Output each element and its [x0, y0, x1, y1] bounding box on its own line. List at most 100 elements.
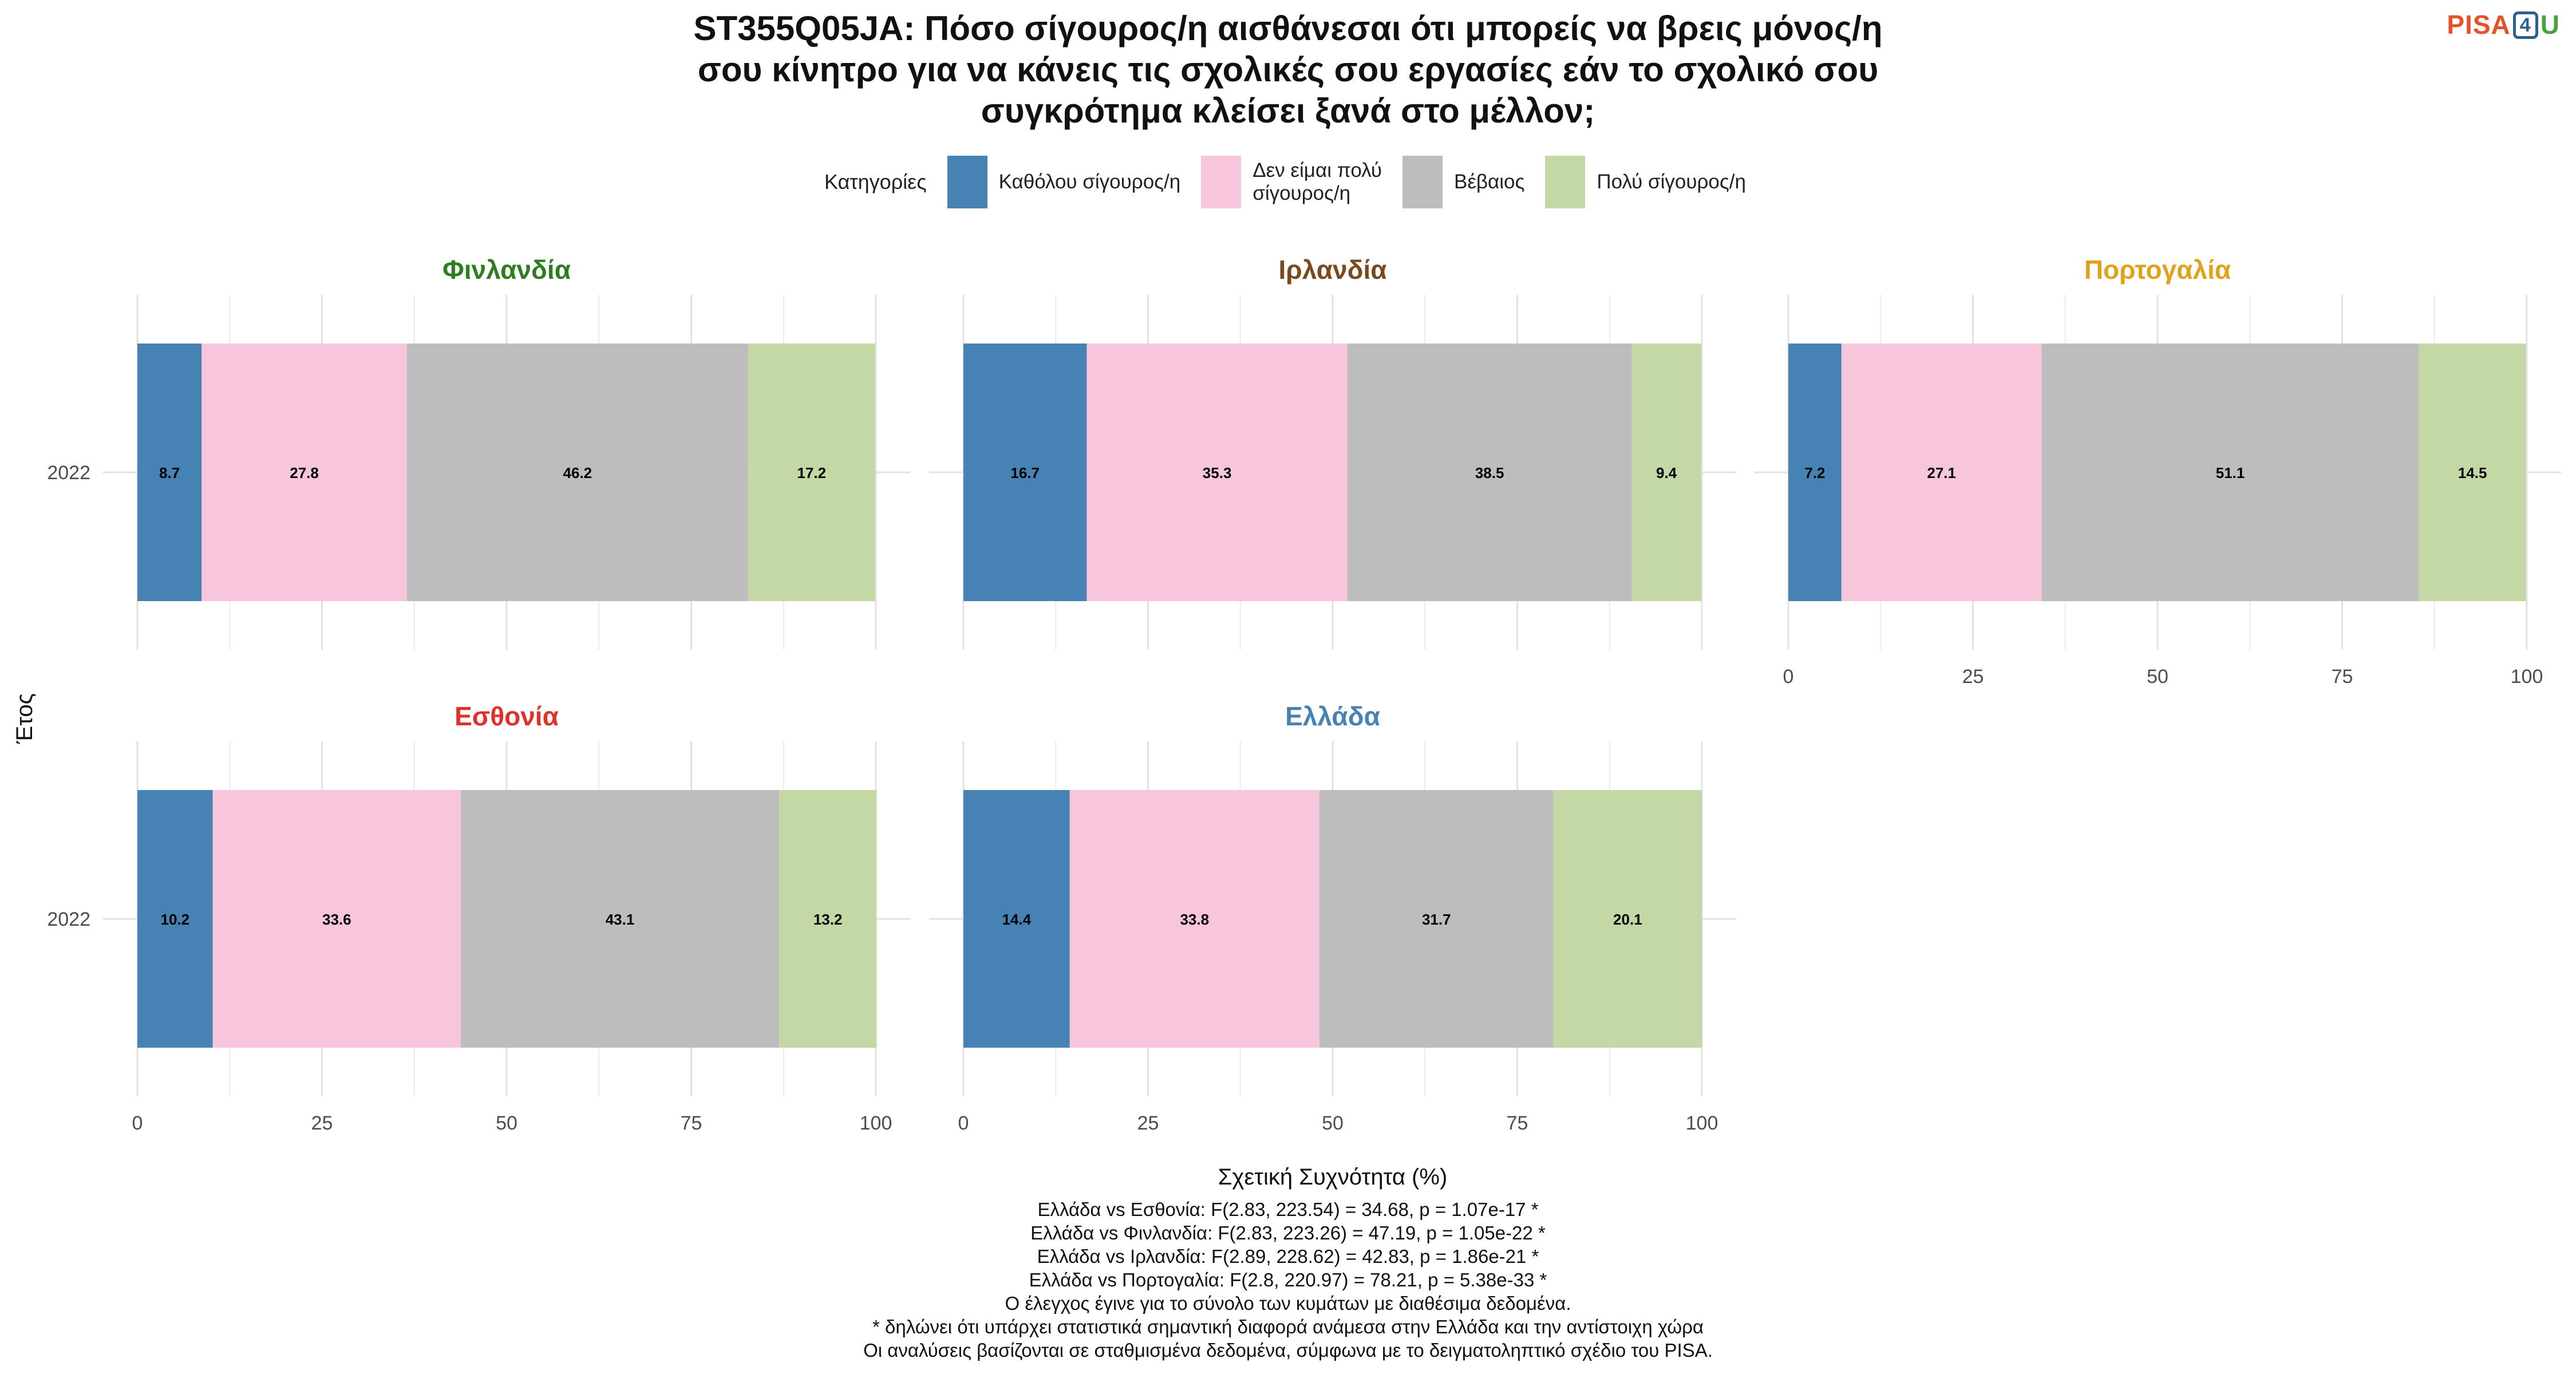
logo-pisa-text: PISA — [2447, 10, 2511, 40]
pisa4u-logo: PISA 4 U — [2447, 9, 2560, 40]
data-label: 38.5 — [1475, 464, 1504, 481]
footnote-line: Ο έλεγχος έγινε για το σύνολο των κυμάτω… — [1005, 1293, 1571, 1314]
bar-segment — [1631, 344, 1701, 601]
data-label: 33.8 — [1180, 911, 1209, 928]
data-label: 33.6 — [322, 911, 351, 928]
chart-legend: Κατηγορίες Καθόλου σίγουρος/η Δεν είμαι … — [0, 156, 2576, 208]
data-label: 9.4 — [1656, 464, 1677, 481]
data-label: 7.2 — [1804, 464, 1825, 481]
legend-item: Βέβαιος — [1402, 156, 1524, 208]
bar-segment — [202, 344, 407, 601]
x-tick-label: 50 — [2147, 666, 2168, 688]
x-tick-label: 25 — [1137, 1112, 1159, 1134]
year-tick-label: 2022 — [47, 462, 90, 484]
x-tick-label: 25 — [1962, 666, 1984, 688]
legend-label: Πολύ σίγουρος/η — [1597, 171, 1746, 193]
x-tick-label: 0 — [132, 1112, 143, 1134]
x-tick-label: 50 — [496, 1112, 517, 1134]
data-label: 46.2 — [563, 464, 592, 481]
x-tick-label: 50 — [1322, 1112, 1344, 1134]
x-tick-label: 75 — [1507, 1112, 1528, 1134]
bar-segment — [963, 344, 1087, 601]
footnote-line: Ελλάδα vs Ιρλανδία: F(2.89, 228.62) = 42… — [1037, 1246, 1539, 1267]
x-tick-label: 25 — [311, 1112, 333, 1134]
x-tick-label: 75 — [681, 1112, 702, 1134]
data-label: 35.3 — [1203, 464, 1232, 481]
footnote-line: Ελλάδα vs Πορτογαλία: F(2.8, 220.97) = 7… — [1029, 1269, 1547, 1290]
bar-segment — [1841, 344, 2042, 601]
data-label: 10.2 — [160, 911, 189, 928]
facet-panel: Ελλάδα 14.4 33.8 31.7 20.1 0 25 50 75 100 — [929, 701, 1736, 1134]
facet-title: Πορτογαλία — [2084, 255, 2231, 285]
legend-title: Κατηγορίες — [824, 170, 927, 194]
chart-title: ST355Q05JA: Πόσο σίγουρος/η αισθάνεσαι ό… — [544, 8, 2032, 132]
chart-title-line: σου κίνητρο για να κάνεις τις σχολικές σ… — [697, 50, 1879, 89]
facet-panel: Φινλανδία 2022 8.7 27.8 46.2 17.2 — [47, 255, 910, 650]
chart-title-line: συγκρότημα κλείσει ξανά στο μέλλον; — [981, 92, 1595, 130]
x-tick-label: 0 — [1783, 666, 1794, 688]
footnote-line: Ελλάδα vs Φινλανδία: F(2.83, 223.26) = 4… — [1030, 1222, 1546, 1243]
bar-segment — [461, 790, 780, 1048]
footnote-line: Οι αναλύσεις βασίζονται σε σταθμισμένα δ… — [863, 1340, 1713, 1361]
data-label: 20.1 — [1613, 911, 1642, 928]
footnote-line: Ελλάδα vs Εσθονία: F(2.83, 223.54) = 34.… — [1037, 1199, 1539, 1220]
data-label: 16.7 — [1010, 464, 1040, 481]
legend-key-swatch — [1545, 156, 1586, 208]
bar-segment — [1788, 344, 1842, 601]
bar-segment — [137, 790, 213, 1048]
legend-item: Καθόλου σίγουρος/η — [947, 156, 1181, 208]
x-tick-label: 0 — [958, 1112, 969, 1134]
legend-key-swatch — [947, 156, 987, 208]
legend-key-swatch — [1201, 156, 1242, 208]
legend-label: Καθόλου σίγουρος/η — [998, 171, 1181, 193]
bar-segment — [2419, 344, 2526, 601]
year-tick-label: 2022 — [47, 909, 90, 930]
bar-segment — [137, 344, 202, 601]
facet-panel: Εσθονία 2022 10.2 33.6 43.1 13.2 0 25 50 75 100 — [47, 701, 910, 1134]
x-tick-label: 100 — [1686, 1112, 1718, 1134]
data-label: 31.7 — [1422, 911, 1451, 928]
x-tick-label: 75 — [2332, 666, 2353, 688]
facet-title: Εσθονία — [455, 701, 559, 731]
bar-segment — [963, 790, 1070, 1048]
bar-segment — [779, 790, 877, 1048]
data-label: 13.2 — [813, 911, 843, 928]
facet-panel: Πορτογαλία 7.2 27.1 51.1 14.5 0 25 50 75 100 — [1754, 255, 2561, 688]
data-label: 8.7 — [159, 464, 180, 481]
facet-panel: Ιρλανδία 16.7 35.3 38.5 9.4 — [929, 255, 1736, 650]
bar-segment — [1347, 344, 1632, 601]
bar-segment — [1086, 344, 1348, 601]
data-label: 27.8 — [290, 464, 319, 481]
legend-label: Δεν είμαι πολύ σίγουρος/η — [1253, 159, 1382, 204]
x-tick-label: 100 — [860, 1112, 892, 1134]
bar-segment — [1553, 790, 1702, 1048]
data-label: 51.1 — [2216, 464, 2245, 481]
bar-segment — [1069, 790, 1319, 1048]
y-axis-title: Έτος — [12, 693, 37, 744]
data-label: 17.2 — [797, 464, 826, 481]
bar-segment — [1319, 790, 1554, 1048]
data-label: 43.1 — [606, 911, 635, 928]
legend-label: Βέβαιος — [1453, 171, 1525, 193]
legend-item: Πολύ σίγουρος/η — [1545, 156, 1746, 208]
legend-key-swatch — [1402, 156, 1443, 208]
facet-title: Φινλανδία — [442, 255, 571, 285]
bar-segment — [406, 344, 748, 601]
bar-segment — [212, 790, 461, 1048]
facet-title: Ιρλανδία — [1278, 255, 1386, 285]
logo-u-text: U — [2540, 10, 2560, 40]
facet-title: Ελλάδα — [1285, 701, 1380, 731]
footnote-line: * δηλώνει ότι υπάρχει στατιστικά σημαντι… — [872, 1316, 1704, 1337]
x-tick-label: 100 — [2511, 666, 2543, 688]
x-axis-title: Σχετική Συχνότητα (%) — [1218, 1164, 1448, 1190]
faceted-stacked-bar-chart: Φινλανδία 2022 8.7 27.8 46.2 17.2 Ιρλανδία 16.7… — [12, 255, 2561, 1190]
footnotes: Ελλάδα vs Εσθονία: F(2.83, 223.54) = 34.… — [0, 1198, 2576, 1362]
logo-four-badge: 4 — [2512, 11, 2538, 39]
legend-item: Δεν είμαι πολύ σίγουρος/η — [1201, 156, 1382, 208]
data-label: 14.4 — [1002, 911, 1032, 928]
chart-title-line: ST355Q05JA: Πόσο σίγουρος/η αισθάνεσαι ό… — [693, 9, 1883, 48]
data-label: 14.5 — [2458, 464, 2487, 481]
bar-segment — [2041, 344, 2419, 601]
bar-segment — [748, 344, 875, 601]
data-label: 27.1 — [1927, 464, 1956, 481]
